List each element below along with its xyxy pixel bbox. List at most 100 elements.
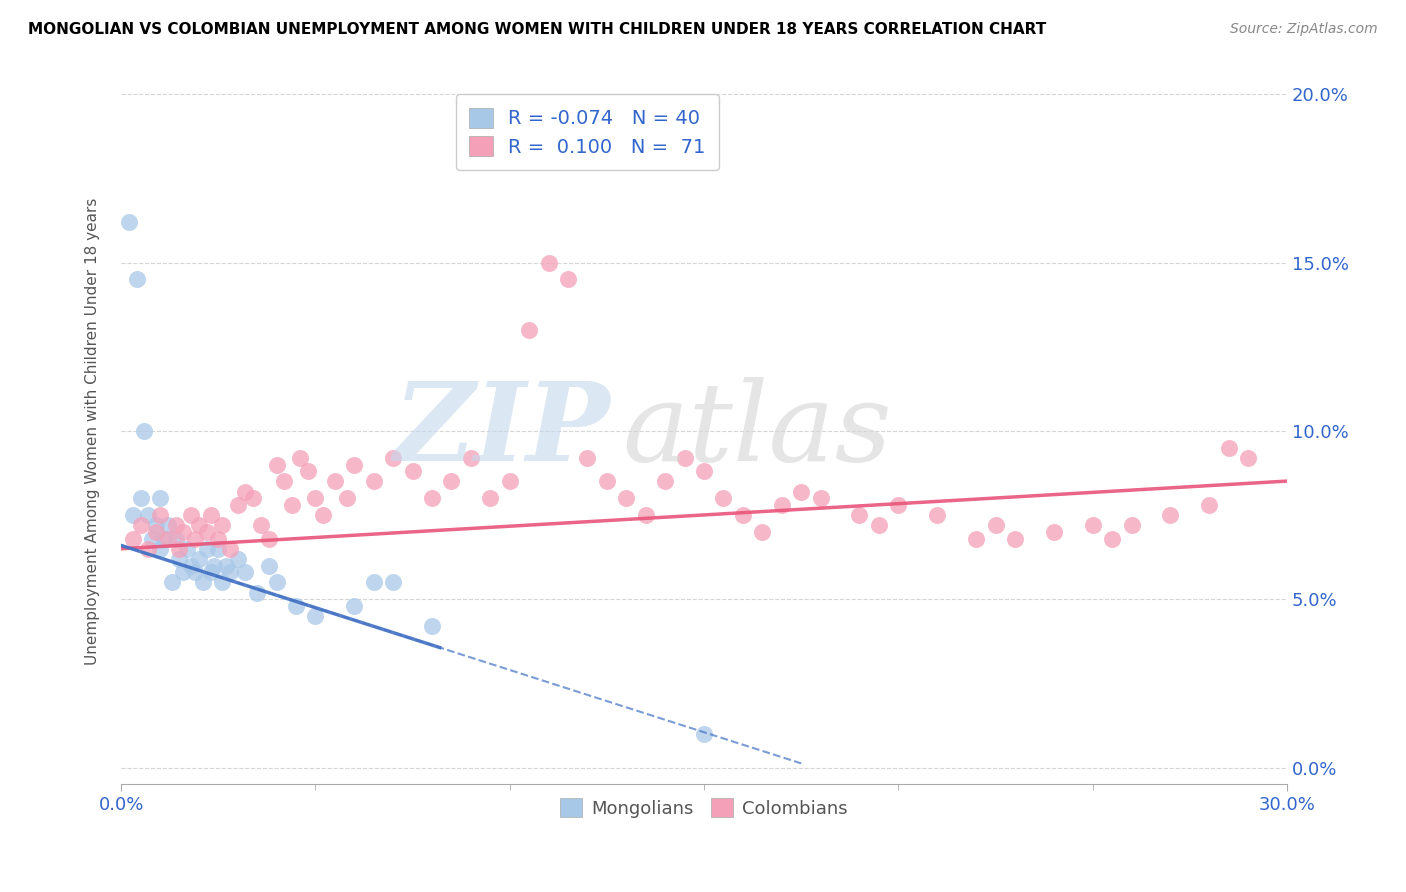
Point bbox=[335, 491, 357, 506]
Point bbox=[285, 599, 308, 613]
Text: MONGOLIAN VS COLOMBIAN UNEMPLOYMENT AMONG WOMEN WITH CHILDREN UNDER 18 YEARS COR: MONGOLIAN VS COLOMBIAN UNEMPLOYMENT AMON… bbox=[28, 22, 1046, 37]
Point bbox=[363, 575, 385, 590]
Point bbox=[219, 541, 242, 556]
Point bbox=[1004, 532, 1026, 546]
Point bbox=[1042, 524, 1064, 539]
Point bbox=[517, 323, 540, 337]
Point bbox=[149, 491, 172, 506]
Point bbox=[440, 475, 463, 489]
Point bbox=[984, 518, 1007, 533]
Point bbox=[868, 518, 890, 533]
Point bbox=[169, 552, 191, 566]
Point bbox=[149, 508, 172, 522]
Point bbox=[153, 532, 176, 546]
Point bbox=[323, 475, 346, 489]
Point bbox=[1121, 518, 1143, 533]
Point bbox=[118, 215, 141, 229]
Point bbox=[1159, 508, 1181, 522]
Point bbox=[121, 532, 143, 546]
Point bbox=[176, 541, 198, 556]
Point bbox=[887, 498, 910, 512]
Point bbox=[273, 475, 295, 489]
Point bbox=[129, 491, 152, 506]
Point bbox=[145, 524, 167, 539]
Point bbox=[1218, 441, 1240, 455]
Point bbox=[596, 475, 619, 489]
Point bbox=[250, 518, 273, 533]
Point bbox=[207, 541, 229, 556]
Point bbox=[420, 491, 443, 506]
Point bbox=[215, 558, 238, 573]
Point bbox=[187, 552, 209, 566]
Point bbox=[557, 272, 579, 286]
Point bbox=[1237, 450, 1260, 465]
Point bbox=[180, 508, 202, 522]
Point bbox=[1081, 518, 1104, 533]
Point bbox=[226, 498, 249, 512]
Point bbox=[211, 575, 233, 590]
Point bbox=[693, 464, 716, 478]
Point bbox=[1198, 498, 1220, 512]
Point bbox=[121, 508, 143, 522]
Point bbox=[460, 450, 482, 465]
Point bbox=[235, 566, 257, 580]
Point bbox=[156, 518, 179, 533]
Point bbox=[202, 558, 225, 573]
Point bbox=[156, 532, 179, 546]
Point bbox=[200, 508, 222, 522]
Point bbox=[673, 450, 696, 465]
Point bbox=[257, 532, 280, 546]
Point bbox=[200, 566, 222, 580]
Point bbox=[297, 464, 319, 478]
Point bbox=[751, 524, 773, 539]
Point bbox=[382, 575, 405, 590]
Point bbox=[242, 491, 264, 506]
Point bbox=[187, 518, 209, 533]
Point bbox=[401, 464, 423, 478]
Point bbox=[576, 450, 599, 465]
Point bbox=[149, 541, 172, 556]
Point bbox=[770, 498, 793, 512]
Point bbox=[304, 491, 326, 506]
Point bbox=[184, 566, 207, 580]
Point bbox=[1101, 532, 1123, 546]
Point bbox=[693, 727, 716, 741]
Point bbox=[184, 532, 207, 546]
Point bbox=[172, 566, 194, 580]
Point bbox=[134, 424, 156, 438]
Point bbox=[382, 450, 405, 465]
Point bbox=[195, 524, 218, 539]
Point bbox=[145, 518, 167, 533]
Point bbox=[172, 524, 194, 539]
Text: atlas: atlas bbox=[623, 377, 891, 484]
Point bbox=[420, 619, 443, 633]
Point bbox=[363, 475, 385, 489]
Legend: Mongolians, Colombians: Mongolians, Colombians bbox=[553, 791, 855, 825]
Point bbox=[343, 458, 366, 472]
Point bbox=[160, 575, 183, 590]
Y-axis label: Unemployment Among Women with Children Under 18 years: Unemployment Among Women with Children U… bbox=[86, 197, 100, 665]
Point bbox=[304, 609, 326, 624]
Point bbox=[165, 532, 187, 546]
Point bbox=[169, 541, 191, 556]
Point bbox=[138, 541, 160, 556]
Point bbox=[614, 491, 637, 506]
Point bbox=[125, 272, 148, 286]
Point bbox=[266, 575, 288, 590]
Point bbox=[207, 532, 229, 546]
Point bbox=[790, 484, 813, 499]
Text: Source: ZipAtlas.com: Source: ZipAtlas.com bbox=[1230, 22, 1378, 37]
Point bbox=[312, 508, 335, 522]
Point bbox=[195, 541, 218, 556]
Point bbox=[731, 508, 754, 522]
Point bbox=[499, 475, 522, 489]
Point bbox=[965, 532, 987, 546]
Text: ZIP: ZIP bbox=[394, 377, 610, 484]
Point bbox=[235, 484, 257, 499]
Point bbox=[288, 450, 311, 465]
Point bbox=[848, 508, 870, 522]
Point bbox=[165, 518, 187, 533]
Point bbox=[479, 491, 502, 506]
Point bbox=[246, 585, 269, 599]
Point bbox=[266, 458, 288, 472]
